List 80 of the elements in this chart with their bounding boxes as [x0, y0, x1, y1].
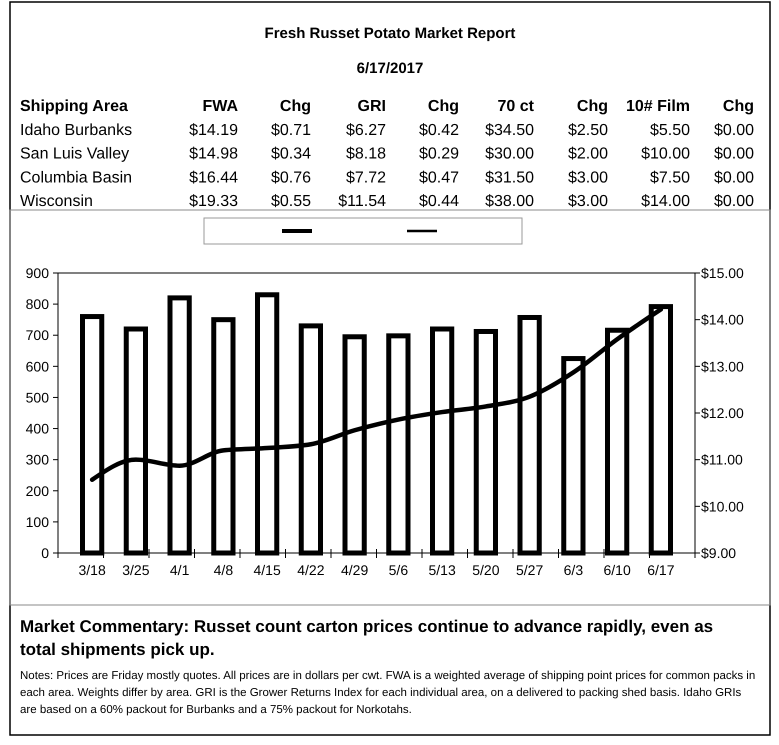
text: Chg	[428, 98, 459, 115]
text: $5.50	[650, 122, 690, 139]
y-tick-label: 700	[26, 327, 50, 344]
y2-tick-label: $11.00	[701, 452, 743, 468]
text: 70 ct	[498, 98, 535, 115]
text: Fresh Russet Potato Market Report	[264, 25, 516, 42]
text: $6.27	[346, 122, 386, 139]
x-tick-label: 6/10	[604, 562, 631, 578]
text: $0.00	[714, 169, 754, 186]
text: Chg	[576, 98, 608, 115]
x-tick-label: 4/22	[297, 562, 325, 578]
text: $0.00	[714, 146, 754, 163]
x-tick-label: 3/18	[78, 562, 106, 578]
text: $30.00	[485, 146, 534, 163]
y2-tick-label: $15.00	[701, 265, 744, 281]
x-tick-label: 4/1	[170, 562, 190, 578]
y-tick-label: 100	[26, 514, 50, 530]
text: $0.47	[418, 169, 460, 186]
text: $0.71	[270, 122, 312, 139]
text: $0.55	[270, 193, 312, 210]
text: GRI	[358, 98, 386, 115]
text: Wisconsin	[20, 193, 93, 210]
y-tick-label: 500	[26, 389, 50, 406]
y2-tick-label: $12.00	[701, 405, 744, 421]
text: San Luis Valley	[20, 146, 130, 163]
text: Chg	[280, 98, 311, 115]
text: Shipping Area	[20, 98, 128, 115]
y-tick-label: 300	[26, 452, 50, 468]
text: 10# Film	[626, 98, 690, 115]
text: $16.44	[189, 169, 238, 186]
y-tick-label: 0	[41, 545, 50, 561]
x-tick-label: 5/13	[428, 562, 456, 578]
y-tick-label: 200	[26, 482, 50, 499]
text: $7.50	[650, 169, 690, 186]
text: $3.00	[568, 193, 608, 210]
x-tick-label: 6/3	[564, 562, 584, 578]
text: $0.42	[418, 122, 460, 139]
text: $0.00	[714, 193, 754, 210]
x-tick-label: 4/29	[341, 562, 368, 578]
text: $3.00	[568, 169, 608, 186]
text: $0.29	[418, 146, 460, 163]
text: $10.00	[641, 146, 690, 163]
text: $31.50	[485, 169, 534, 186]
text: $14.98	[189, 146, 238, 163]
y-tick-label: 900	[26, 265, 50, 281]
text: $8.18	[346, 146, 386, 163]
text: $2.00	[568, 146, 608, 163]
x-tick-label: 6/17	[647, 562, 675, 578]
y-tick-label: 400	[26, 420, 50, 437]
y2-tick-label: $10.00	[701, 498, 744, 514]
text: Notes: Prices are Friday mostly quotes. All prices are in dollars per cwt. FWA is a weighted average of shipping point prices for common packs in each area. Weights differ by area. GRI is the Grower Returns Index for each individual area, on a delivered to packing shed basis. Idaho GRIs are based on a 60% packout for Burbanks and a 75% packout for Norkotahs.	[20, 670, 756, 716]
y2-tick-label: $14.00	[701, 312, 744, 328]
x-tick-label: 5/6	[388, 562, 408, 578]
y-tick-label: 600	[26, 358, 50, 374]
text: Columbia Basin	[20, 169, 132, 186]
y2-tick-label: $9.00	[701, 545, 736, 561]
text: Market Commentary: Russet count carton prices continue to advance rapidly, even as total shipments pick up.	[20, 617, 714, 659]
text: $0.44	[418, 193, 460, 210]
text: $11.54	[338, 193, 386, 210]
text: $14.00	[641, 193, 690, 210]
text: $38.00	[485, 193, 534, 210]
text: $34.50	[485, 122, 534, 139]
x-tick-label: 4/8	[214, 562, 234, 578]
text: $7.72	[346, 169, 386, 186]
y2-tick-label: $13.00	[701, 358, 744, 374]
text: Chg	[722, 98, 754, 115]
text: 6/17/2017	[356, 60, 424, 77]
x-tick-label: 4/15	[254, 562, 281, 578]
text: $19.33	[189, 193, 238, 210]
text: $2.50	[568, 122, 608, 139]
x-tick-label: 5/20	[472, 562, 500, 578]
text: $14.19	[189, 122, 238, 139]
x-tick-label: 5/27	[516, 562, 544, 578]
text: $0.76	[270, 169, 312, 186]
y-tick-label: 800	[26, 296, 50, 312]
text: FWA	[202, 98, 238, 115]
x-tick-label: 3/25	[122, 562, 150, 578]
text: $0.34	[270, 146, 312, 163]
text: $0.00	[714, 122, 754, 139]
text: Idaho Burbanks	[20, 122, 132, 139]
